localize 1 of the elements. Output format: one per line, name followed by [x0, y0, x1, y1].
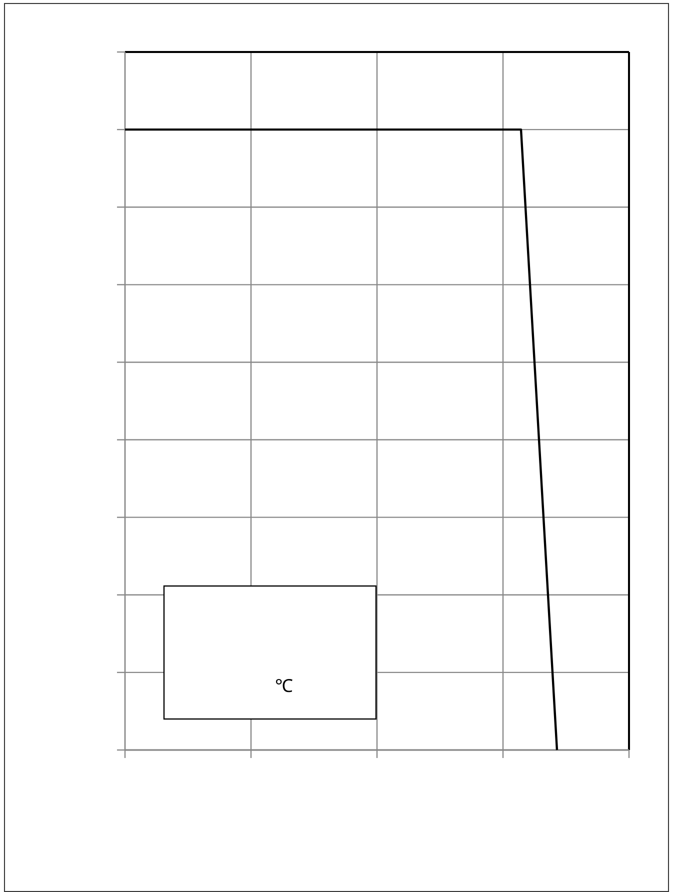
annotation: ℃ [275, 676, 293, 696]
